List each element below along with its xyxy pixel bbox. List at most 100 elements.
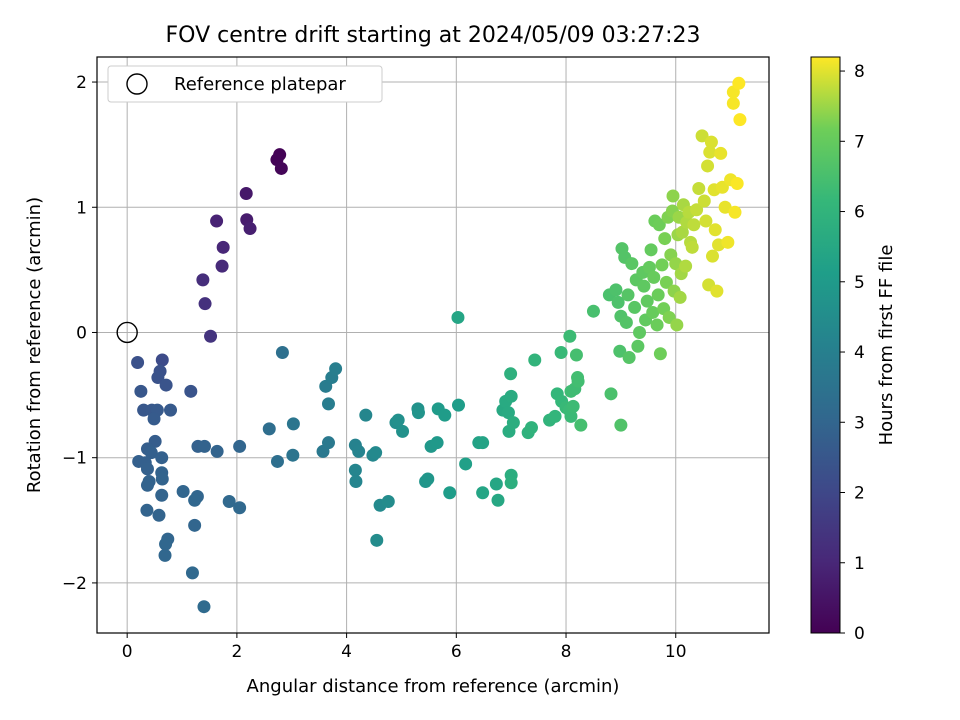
data-point [391,413,405,427]
x-tick-label: 6 [451,642,462,662]
legend-marker-open-circle [126,73,148,95]
colorbar-tick-label: 1 [854,554,865,574]
data-point [147,412,161,426]
data-point [396,424,410,438]
data-point [275,346,289,360]
data-point [692,181,706,195]
data-point [349,474,363,488]
data-point [653,347,667,361]
data-point [628,300,642,314]
data-point [586,304,600,318]
data-point [563,329,577,343]
data-point [640,294,654,308]
data-point [321,436,335,450]
chart-title: FOV centre drift starting at 2024/05/09 … [166,23,701,48]
data-point [438,408,452,422]
data-point [644,243,658,257]
data-point [704,135,718,149]
data-point [270,454,284,468]
data-point [675,225,689,239]
data-point [705,249,719,263]
data-point [690,203,704,217]
data-point [685,240,699,254]
data-point [732,76,746,90]
y-tick-label: 2 [76,73,87,93]
data-point [621,288,635,302]
data-point [198,297,212,311]
data-point [699,214,713,228]
colorbar-tick-label: 5 [854,273,865,293]
data-point [155,353,169,367]
data-point [243,222,257,236]
colorbar-tick-label: 8 [854,62,865,82]
data-point [215,259,229,273]
data-point [730,176,744,190]
data-point [155,488,169,502]
data-point [655,258,669,272]
data-point [673,290,687,304]
data-point [196,273,210,287]
data-point [359,408,373,422]
data-point [504,389,518,403]
data-point [158,548,172,562]
data-point [188,493,202,507]
data-point [491,493,505,507]
plot-frame [96,56,770,634]
x-tick-label: 10 [665,642,687,662]
x-tick-label: 8 [561,642,572,662]
data-point [504,367,518,381]
data-point [140,503,154,517]
colorbar-gradient [810,56,841,634]
x-tick-label: 2 [231,642,242,662]
data-point [204,329,218,343]
y-tick-label: 0 [76,323,87,343]
y-tick-label: −2 [62,574,87,594]
data-point [233,439,247,453]
data-point [176,485,190,499]
data-point [452,398,466,412]
data-point [651,288,665,302]
data-point [286,417,300,431]
legend-box [107,65,383,103]
data-point [695,129,709,143]
data-point [370,533,384,547]
data-point [650,318,664,332]
colorbar-tick-label: 4 [854,343,865,363]
data-point [216,240,230,254]
data-point [198,439,212,453]
colorbar-tick-label: 7 [854,132,865,152]
x-tick-label: 4 [341,642,352,662]
data-point [528,353,542,367]
data-point [642,260,656,274]
data-point [733,113,747,127]
data-point [476,436,490,450]
y-tick-label: 1 [76,198,87,218]
data-point [715,180,729,194]
data-point [659,275,673,289]
data-point [647,270,661,284]
colorbar-ticks: 0 1 2 3 4 5 6 7 8 [840,62,865,644]
data-point [369,446,383,460]
data-point [155,472,169,486]
data-point [697,194,711,208]
data-point [489,477,503,491]
data-point [728,205,742,219]
y-axis-label: Rotation from reference (arcmin) [24,197,45,493]
legend: Reference platepar [107,65,383,103]
data-point [571,371,585,385]
data-point [703,145,717,159]
data-point [155,451,169,465]
y-tick-label: −1 [62,449,87,469]
data-point [286,448,300,462]
x-axis: 0 2 4 6 8 10 [122,633,687,662]
data-point [614,418,628,432]
data-point [637,279,651,293]
data-point [222,495,236,509]
data-point [144,446,158,460]
data-point [185,566,199,580]
legend-label: Reference platepar [174,74,346,95]
data-point [666,189,680,203]
data-point [670,318,684,332]
data-point [574,418,588,432]
